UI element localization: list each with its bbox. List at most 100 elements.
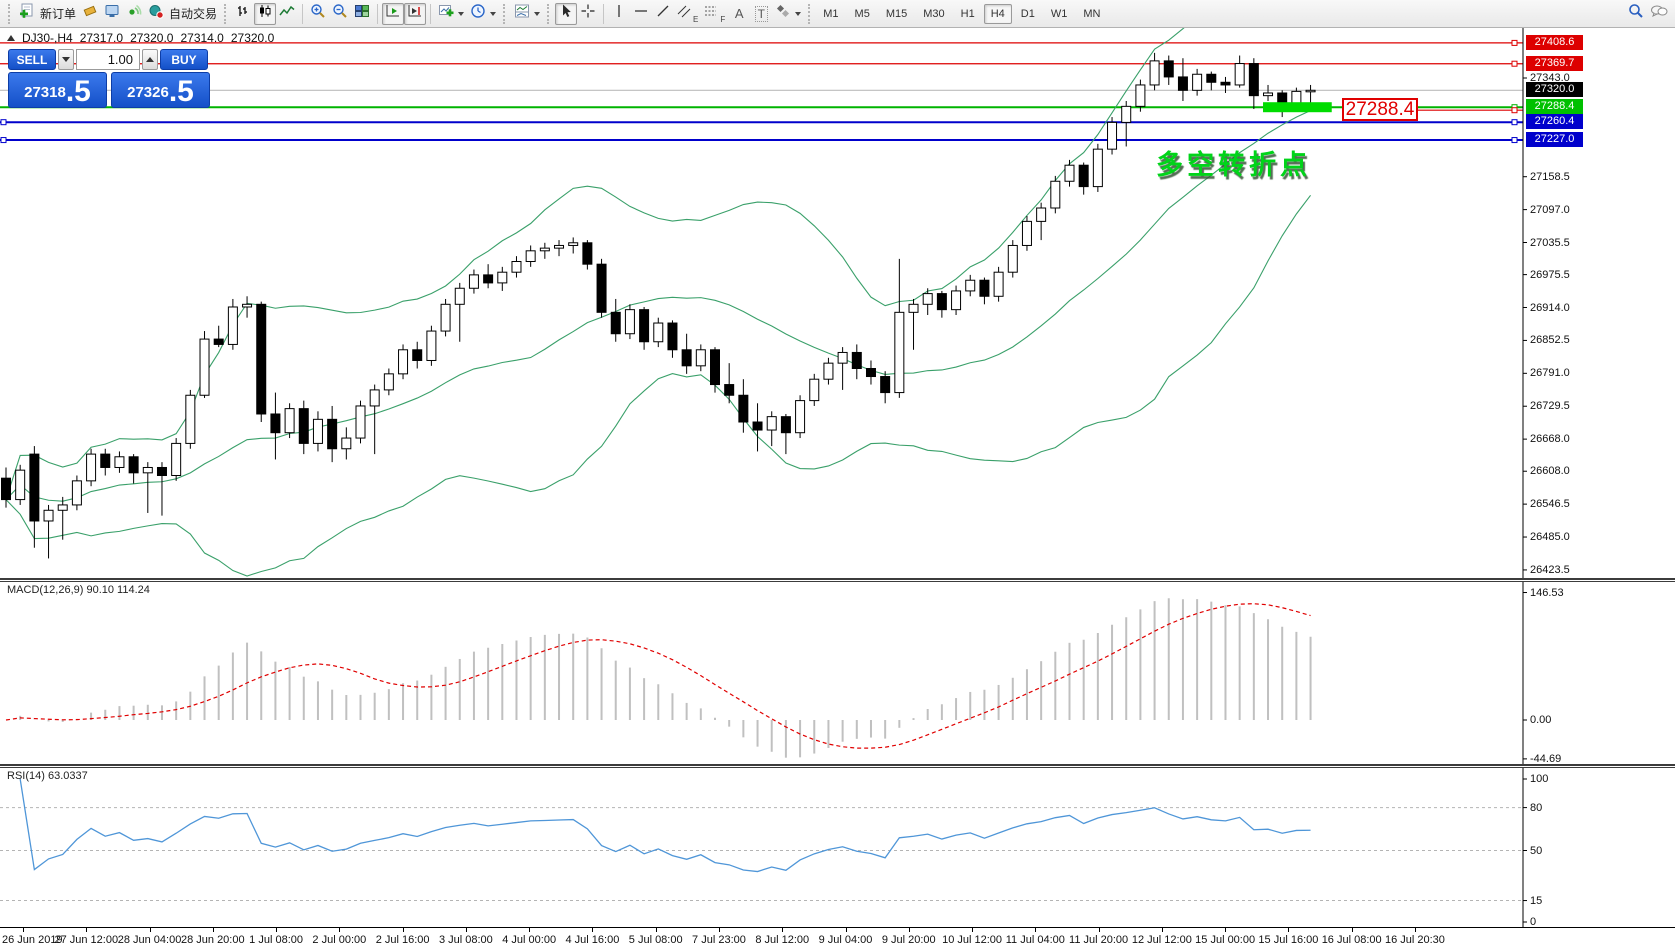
candle-body xyxy=(1,477,11,501)
eraser-icon xyxy=(82,3,98,24)
toolbar-grip[interactable] xyxy=(8,3,12,24)
pivot-note-text[interactable]: 多空转折点 xyxy=(1156,150,1311,180)
rsi-panel[interactable] xyxy=(0,767,1675,927)
toolbar-separator xyxy=(430,3,432,24)
candle-body xyxy=(936,293,947,311)
timeframe-m15[interactable]: M15 xyxy=(885,7,908,20)
arrows-tool-button[interactable] xyxy=(772,3,804,25)
volume-input[interactable] xyxy=(76,49,140,70)
price-tick-label: 27097.0 xyxy=(1530,203,1570,216)
timeframe-m30[interactable]: M30 xyxy=(923,7,945,20)
candle-body xyxy=(823,362,834,380)
candle-body xyxy=(610,311,621,335)
macd-panel[interactable] xyxy=(0,581,1675,764)
timeframe-d1[interactable]: D1 xyxy=(1020,7,1035,20)
buy-button[interactable]: BUY xyxy=(160,49,208,70)
toolbar-grip[interactable] xyxy=(547,3,551,24)
time-label: 12 Jul 12:00 xyxy=(1131,934,1192,946)
time-label: 2 Jul 00:00 xyxy=(312,934,367,946)
indicators-button[interactable] xyxy=(435,3,467,25)
timeframe-h1[interactable]: H1 xyxy=(960,7,975,20)
line-chart-type-button[interactable] xyxy=(276,3,298,25)
candle-body xyxy=(1192,73,1203,91)
trendline-tool-button[interactable] xyxy=(652,3,674,25)
toolbar-grip[interactable] xyxy=(808,3,812,24)
auto-scroll-button[interactable] xyxy=(382,2,405,25)
candle-body xyxy=(766,416,777,431)
tile-windows-button[interactable] xyxy=(351,3,373,25)
chart-shift-button[interactable] xyxy=(404,2,427,25)
price-marker-label: 27369.7 xyxy=(1526,55,1583,71)
text-tool-button[interactable]: A xyxy=(728,3,750,25)
indicator-window-icon xyxy=(514,3,530,24)
candle-body xyxy=(156,466,167,477)
crosshair-tool-button[interactable] xyxy=(577,3,599,25)
candle-body xyxy=(568,242,579,246)
bar-chart-type-button[interactable] xyxy=(232,3,254,25)
signal-icon xyxy=(126,3,142,24)
volume-decrease-button[interactable] xyxy=(58,49,74,70)
candle-body xyxy=(710,349,720,386)
sell-price[interactable]: 27318.5 xyxy=(8,72,107,108)
sell-button[interactable]: SELL xyxy=(8,49,56,70)
fibonacci-tool-button[interactable]: F xyxy=(701,3,728,25)
timeframe-w1[interactable]: W1 xyxy=(1050,7,1068,20)
line-handle xyxy=(1511,107,1518,114)
panel-separator[interactable] xyxy=(0,578,1675,582)
candle-body xyxy=(1248,63,1259,97)
candle-body xyxy=(398,349,409,375)
candle-body xyxy=(227,306,238,345)
candle-body xyxy=(596,263,607,313)
price-marker-label: 27408.6 xyxy=(1526,34,1583,50)
volume-increase-button[interactable] xyxy=(142,49,158,70)
eraser-button[interactable] xyxy=(79,3,101,25)
text-label-tool-button[interactable]: T xyxy=(750,3,772,25)
time-tick xyxy=(718,928,720,932)
one-click-expander-icon[interactable] xyxy=(7,35,15,41)
candle-body xyxy=(894,311,905,394)
new-order-button[interactable]: 新订单 xyxy=(16,3,79,25)
timeframe-h4[interactable]: H4 xyxy=(983,3,1012,24)
time-axis[interactable]: 26 Jun 2019 27 Jun 12:00 28 Jun 04:00 28 Ju… xyxy=(0,927,1675,950)
candle-body xyxy=(1206,73,1217,83)
line-handle xyxy=(0,119,7,126)
price-marker-label: 27227.0 xyxy=(1526,132,1583,148)
toolbar-grip[interactable] xyxy=(503,3,507,24)
price-marker-label: 27288.4 xyxy=(1526,99,1583,115)
price-tick-label: 27035.5 xyxy=(1530,236,1570,249)
macd-label: MACD(12,26,9) 90.10 114.24 xyxy=(7,584,150,596)
zoom-in-button[interactable] xyxy=(307,3,329,25)
equidistant-channel-tool-button[interactable]: E xyxy=(674,3,701,25)
vertical-line-tool-button[interactable] xyxy=(608,3,630,25)
cursor-tool-button[interactable] xyxy=(555,2,578,25)
candle-body xyxy=(752,421,763,431)
horizontal-line-tool-button[interactable] xyxy=(630,3,652,25)
candle-body xyxy=(539,247,550,252)
toolbar-grip[interactable] xyxy=(224,3,228,24)
auto-trading-button[interactable]: 自动交易 xyxy=(145,3,220,25)
indicator-window-button[interactable] xyxy=(511,3,543,25)
time-tick xyxy=(23,928,24,932)
timeframe-mn[interactable]: MN xyxy=(1083,7,1101,20)
candle-body xyxy=(483,274,494,284)
timeframe-m1[interactable]: M1 xyxy=(823,7,839,20)
candlestick-chart-type-button[interactable] xyxy=(254,2,277,25)
price-tick-label: 26729.5 xyxy=(1530,400,1570,413)
time-label: 15 Jul 16:00 xyxy=(1258,934,1319,946)
periods-button[interactable] xyxy=(467,3,499,25)
candle-body xyxy=(1277,92,1288,105)
zoom-out-button[interactable] xyxy=(329,3,351,25)
line-handle xyxy=(0,137,7,144)
panel-separator[interactable] xyxy=(0,764,1675,768)
symbol-header: DJ30-,H4 27317.0 27320.0 27314.0 27320.0 xyxy=(7,31,274,45)
pivot-price-tag[interactable]: 27288.4 xyxy=(1342,98,1418,121)
timeframe-m5[interactable]: M5 xyxy=(854,7,870,20)
sell-price-main: 27318 xyxy=(24,84,66,101)
search-button[interactable] xyxy=(1625,3,1647,25)
signal-button[interactable] xyxy=(123,3,145,25)
chat-button[interactable] xyxy=(1647,3,1671,25)
tile-windows-icon xyxy=(354,3,370,24)
main-chart[interactable] xyxy=(0,28,1675,578)
terminal-button[interactable] xyxy=(101,3,123,25)
buy-price[interactable]: 27326.5 xyxy=(111,72,210,108)
